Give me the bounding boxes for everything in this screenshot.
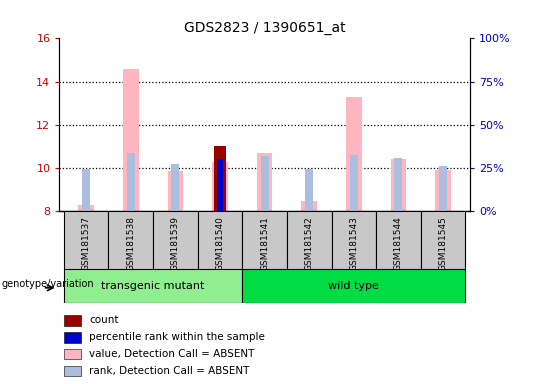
Bar [242,211,287,269]
Title: GDS2823 / 1390651_at: GDS2823 / 1390651_at [184,21,346,35]
Bar [301,202,317,211]
Bar [64,315,82,326]
Text: count: count [89,315,119,325]
Bar [171,164,179,211]
Bar [217,159,222,211]
Bar [439,166,447,211]
Bar [421,211,465,269]
Text: genotype/variation: genotype/variation [1,279,94,290]
Text: GSM181539: GSM181539 [171,216,180,271]
Text: wild type: wild type [328,281,379,291]
Bar [212,162,228,211]
Bar [82,169,90,211]
Bar [257,153,272,211]
Text: GSM181544: GSM181544 [394,216,403,271]
Bar [242,269,465,303]
Bar [64,269,242,303]
Bar [64,366,82,376]
Bar [64,332,82,343]
Bar [346,97,362,211]
Text: GSM181543: GSM181543 [349,216,359,271]
Bar [167,171,183,211]
Text: GSM181545: GSM181545 [438,216,448,271]
Text: GSM181540: GSM181540 [215,216,225,271]
Bar [109,211,153,269]
Bar [78,205,94,211]
Bar [198,211,242,269]
Bar [153,211,198,269]
Text: transgenic mutant: transgenic mutant [102,281,205,291]
Bar [216,161,224,211]
Bar [64,211,109,269]
Bar [350,155,358,211]
Bar [123,69,139,211]
Text: GSM181537: GSM181537 [82,216,91,271]
Bar [64,349,82,359]
Bar [214,146,226,211]
Bar [305,169,313,211]
Text: rank, Detection Call = ABSENT: rank, Detection Call = ABSENT [89,366,249,376]
Bar [394,158,402,211]
Bar [287,211,332,269]
Bar [261,156,268,211]
Text: GSM181538: GSM181538 [126,216,136,271]
Bar [376,211,421,269]
Text: percentile rank within the sample: percentile rank within the sample [89,332,265,342]
Bar [127,153,135,211]
Bar [390,159,406,211]
Text: GSM181542: GSM181542 [305,216,314,271]
Text: value, Detection Call = ABSENT: value, Detection Call = ABSENT [89,349,255,359]
Text: GSM181541: GSM181541 [260,216,269,271]
Bar [332,211,376,269]
Bar [435,170,451,211]
